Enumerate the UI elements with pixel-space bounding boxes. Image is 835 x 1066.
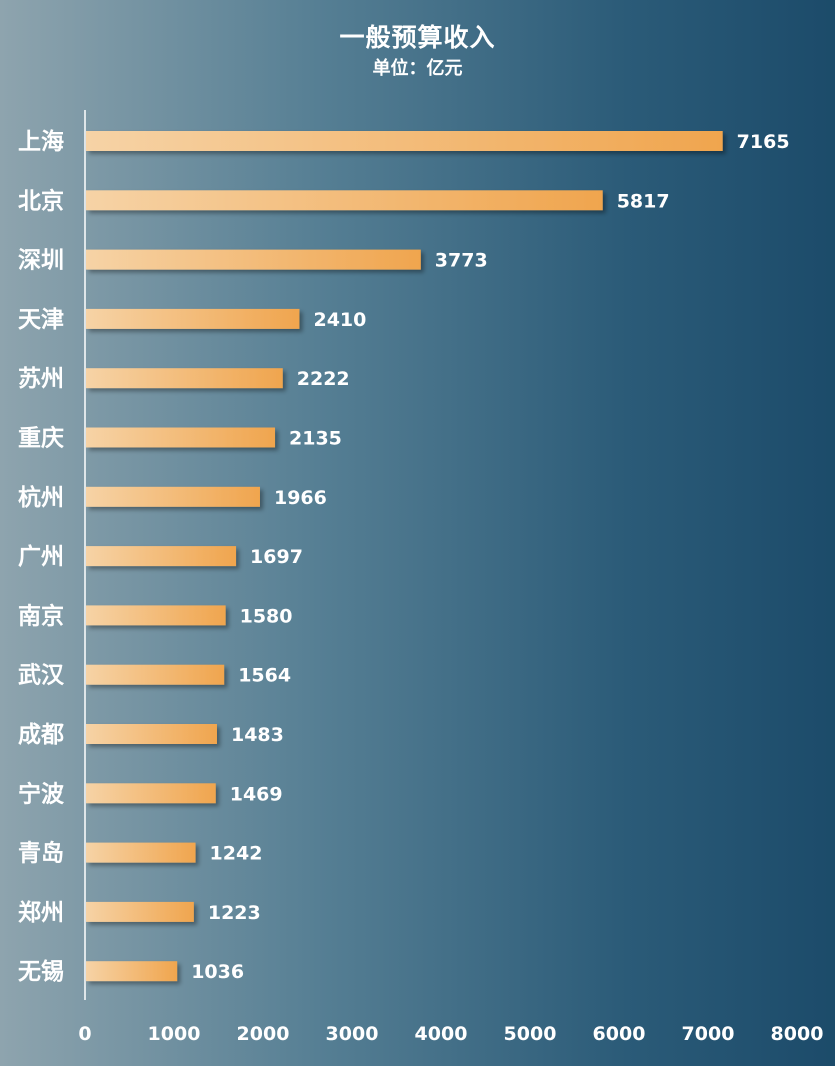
- bar: [86, 546, 237, 567]
- x-tick-label: 0: [78, 1023, 91, 1045]
- chart-title: 一般预算收入: [339, 23, 496, 52]
- bar: [86, 190, 603, 211]
- bar: [86, 486, 260, 507]
- data-label: 5817: [617, 190, 670, 212]
- x-tick-label: 6000: [593, 1023, 646, 1045]
- category-label: 广州: [18, 543, 64, 570]
- data-label: 1242: [210, 843, 263, 865]
- data-label: 1966: [274, 487, 327, 509]
- bar: [86, 901, 194, 922]
- bar: [86, 427, 276, 448]
- data-label: 2135: [289, 428, 342, 450]
- bar: [86, 842, 196, 863]
- category-label: 苏州: [18, 366, 64, 392]
- category-label: 天津: [18, 306, 64, 333]
- category-label: 成都: [18, 722, 64, 748]
- x-tick-label: 3000: [326, 1023, 379, 1045]
- category-label: 重庆: [18, 425, 64, 452]
- category-label: 南京: [18, 602, 64, 629]
- x-tick-label: 7000: [682, 1023, 735, 1045]
- category-label: 杭州: [18, 484, 64, 511]
- x-tick-label: 2000: [237, 1023, 290, 1045]
- bar: [86, 368, 283, 389]
- data-label: 2410: [313, 309, 366, 331]
- category-label: 郑州: [18, 900, 64, 926]
- data-label: 3773: [435, 250, 488, 272]
- bar: [86, 308, 300, 329]
- data-label: 1564: [238, 665, 291, 687]
- x-tick-label: 4000: [415, 1023, 468, 1045]
- data-label: 1697: [250, 546, 303, 568]
- chart-subtitle: 单位：亿元: [372, 58, 463, 79]
- category-label: 青岛: [18, 840, 64, 867]
- bar: [86, 131, 723, 151]
- x-tick-label: 8000: [771, 1023, 824, 1045]
- x-tick-label: 5000: [504, 1023, 557, 1045]
- bar: [86, 724, 217, 744]
- category-label: 上海: [18, 128, 64, 155]
- bar: [86, 783, 216, 804]
- category-label: 深圳: [18, 248, 64, 274]
- bar: [86, 664, 225, 685]
- category-label: 武汉: [18, 663, 65, 689]
- data-label: 2222: [297, 368, 350, 390]
- bar: [86, 249, 421, 270]
- data-label: 1469: [230, 783, 283, 805]
- data-label: 1580: [240, 605, 293, 627]
- data-label: 1036: [191, 961, 244, 983]
- category-label: 宁波: [18, 780, 65, 807]
- category-label: 北京: [18, 187, 64, 214]
- data-label: 7165: [737, 131, 790, 153]
- data-label: 1483: [231, 724, 284, 746]
- category-label: 无锡: [18, 959, 64, 985]
- bar: [86, 961, 178, 982]
- x-tick-label: 1000: [148, 1023, 201, 1045]
- bar: [86, 605, 226, 626]
- data-label: 1223: [208, 902, 261, 924]
